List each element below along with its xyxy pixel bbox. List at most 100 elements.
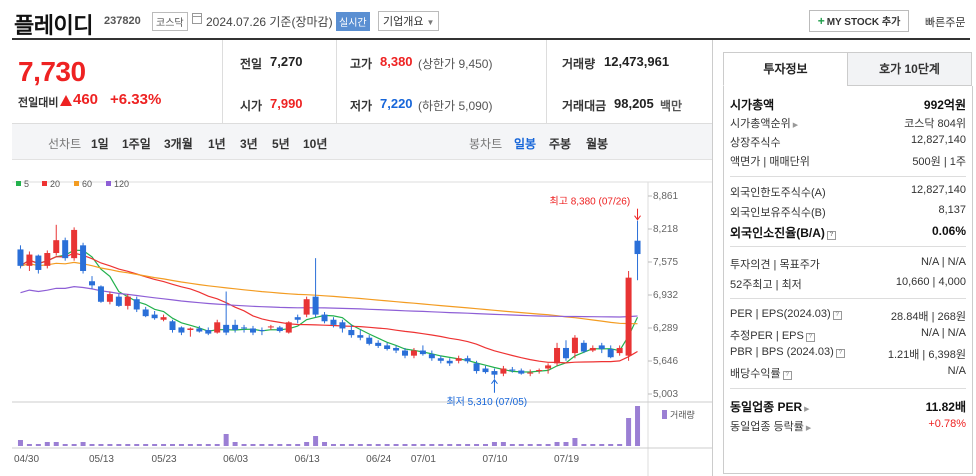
candle-body	[554, 347, 561, 364]
candle-body	[214, 322, 221, 333]
candle-body	[571, 337, 578, 354]
volume-bar	[348, 444, 354, 446]
divider	[730, 298, 966, 299]
candle-body	[437, 358, 444, 361]
candle-body	[80, 245, 87, 271]
my-stock-add-button[interactable]: + MY STOCK 추가	[809, 10, 909, 32]
volume-bar	[107, 444, 113, 446]
volume-bar	[626, 418, 632, 446]
tab-invest-info[interactable]: 투자정보	[723, 52, 848, 86]
volume-bar	[617, 444, 623, 446]
volume-bar	[429, 444, 435, 446]
dividend-value: N/A	[947, 365, 966, 377]
period-1y[interactable]: 1년	[208, 137, 226, 151]
volume-bar	[241, 444, 247, 446]
realtime-badge[interactable]: 실시간	[336, 12, 370, 31]
header-divider	[12, 38, 970, 40]
candle-body	[545, 365, 552, 369]
volume-bar	[134, 444, 140, 446]
y-tick-label: 6,932	[653, 290, 678, 301]
volume-bar	[17, 440, 23, 446]
candle-body	[473, 363, 480, 372]
candle-body	[428, 354, 435, 359]
divider	[730, 246, 966, 247]
industry-per-row: 동일업종 PER ▶ 11.82배	[730, 398, 966, 416]
week52-row: 52주최고 | 최저 10,660 | 4,000	[730, 276, 966, 294]
candle-body	[26, 254, 33, 266]
legend-label-60: 60	[82, 179, 92, 189]
x-tick-label: 07/10	[482, 454, 507, 465]
prev-close-label: 전일	[240, 57, 263, 71]
par-value: 500원 | 1주	[912, 156, 966, 168]
per-value: 28.84배 | 268원	[890, 311, 966, 323]
period-monthly[interactable]: 월봉	[586, 137, 609, 151]
info-icon[interactable]: ?	[832, 311, 842, 320]
triangle-right-icon[interactable]: ▶	[792, 122, 799, 129]
quick-order-link[interactable]: 빠른주문	[925, 17, 966, 29]
amount-value: 98,205	[614, 96, 654, 111]
triangle-right-icon[interactable]: ▶	[805, 425, 812, 432]
est-per-value: N/A | N/A	[920, 327, 966, 339]
period-1d[interactable]: 1일	[91, 137, 109, 151]
candle-body	[178, 327, 185, 333]
period-3y[interactable]: 3년	[240, 137, 258, 151]
volume-bar	[474, 444, 480, 446]
period-10y[interactable]: 10년	[303, 137, 328, 151]
info-icon[interactable]: ?	[782, 371, 792, 380]
candle-body	[500, 368, 507, 374]
volume-bar	[572, 438, 578, 446]
candle-body	[124, 296, 131, 306]
legend-swatch-5	[16, 181, 21, 186]
stock-name: 플레이디	[14, 13, 93, 38]
volume-bar	[339, 444, 345, 446]
period-3m[interactable]: 3개월	[164, 137, 193, 151]
tab-orderbook[interactable]: 호가 10단계	[847, 52, 972, 86]
y-tick-label: 7,575	[653, 257, 678, 268]
candle-body	[35, 255, 42, 270]
volume-bar	[53, 442, 59, 446]
candle-body	[241, 327, 248, 329]
volume-bar	[554, 442, 560, 446]
industry-rate-value: +0.78%	[928, 418, 966, 430]
volume-bar	[35, 444, 41, 446]
candle-body	[160, 317, 167, 320]
per-label: PER | EPS(2024.03)	[730, 308, 831, 320]
high-label: 고가	[350, 57, 373, 71]
legend-label-120: 120	[114, 179, 129, 189]
period-weekly[interactable]: 주봉	[549, 137, 572, 151]
period-1w[interactable]: 1주일	[122, 137, 151, 151]
volume-bar	[223, 434, 229, 446]
triangle-right-icon[interactable]: ▶	[804, 406, 810, 413]
divider	[222, 40, 223, 124]
volume-bar	[491, 442, 497, 446]
volume-bar	[456, 444, 462, 446]
volume-bar	[80, 442, 86, 446]
info-icon[interactable]: ?	[805, 333, 815, 342]
volume-bar	[322, 442, 328, 446]
divider	[730, 176, 966, 177]
candle-body	[17, 249, 24, 266]
candle-body	[616, 347, 623, 354]
period-daily[interactable]: 일봉	[514, 137, 537, 151]
par-label: 액면가 | 매매단위	[730, 156, 810, 168]
volume-bar	[509, 444, 515, 446]
volume-bar	[366, 444, 372, 446]
volume-label: 거래량	[670, 409, 695, 420]
stock-header: 플레이디 237820 코스닥 2024.07.26 기준(장마감) 실시간 기…	[0, 0, 976, 40]
period-5y[interactable]: 5년	[272, 137, 290, 151]
pbr-value: 1.21배 | 6,398원	[887, 349, 966, 361]
volume-bar	[608, 444, 614, 446]
foreign-hold-value: 8,137	[938, 204, 966, 216]
candle-body	[115, 296, 122, 306]
volume-bar	[563, 442, 569, 446]
high-value: 8,380	[380, 54, 413, 69]
candle-body	[419, 350, 426, 355]
company-overview-dropdown[interactable]: 기업개요 ▼	[378, 11, 440, 31]
info-icon[interactable]: ?	[835, 349, 845, 358]
candlestick-chart[interactable]: 5 20 60 120 8,861 8,218 7,575 6,932 6,289 5,646 5,…	[12, 160, 712, 476]
calendar-icon	[192, 13, 202, 24]
max-arrow-head	[634, 215, 641, 221]
candle-body	[294, 317, 301, 320]
info-icon[interactable]: ?	[826, 231, 836, 240]
per-row: PER | EPS(2024.03)? 28.84배 | 268원	[730, 308, 966, 326]
